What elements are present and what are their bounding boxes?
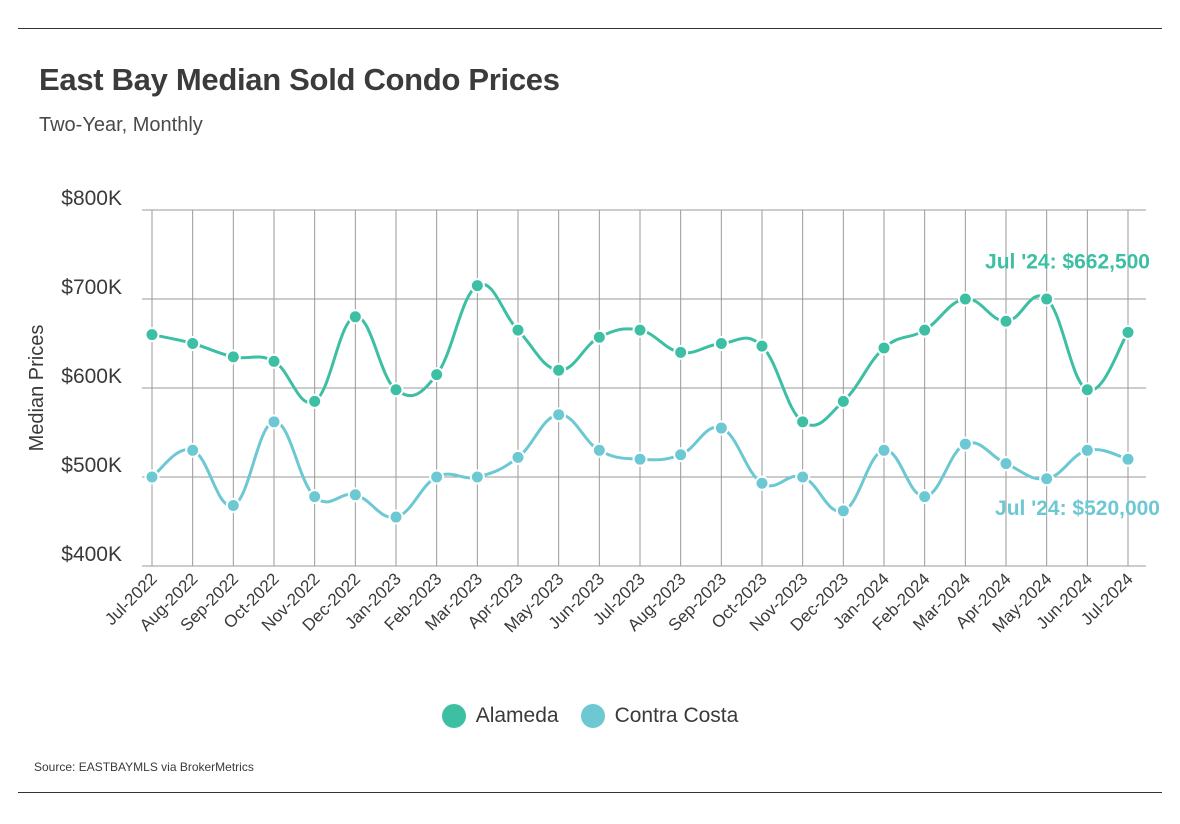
data-point-alameda[interactable]: [510, 322, 526, 338]
data-point-contra-costa[interactable]: [713, 420, 729, 436]
data-point-alameda[interactable]: [795, 414, 811, 430]
data-point-contra-costa[interactable]: [307, 489, 323, 505]
legend: Alameda Contra Costa: [0, 704, 1180, 728]
data-point-contra-costa[interactable]: [632, 451, 648, 467]
data-point-alameda[interactable]: [957, 291, 973, 307]
y-tick-label: $600K: [61, 365, 122, 388]
data-point-contra-costa[interactable]: [591, 442, 607, 458]
data-point-contra-costa[interactable]: [185, 442, 201, 458]
y-tick-label: $700K: [61, 276, 122, 299]
data-point-alameda[interactable]: [388, 382, 404, 398]
data-point-alameda[interactable]: [591, 329, 607, 345]
data-point-contra-costa[interactable]: [998, 456, 1014, 472]
data-point-contra-costa[interactable]: [835, 503, 851, 519]
data-point-contra-costa[interactable]: [469, 469, 485, 485]
data-point-contra-costa[interactable]: [673, 447, 689, 463]
data-point-alameda[interactable]: [307, 393, 323, 409]
bottom-rule: [18, 792, 1162, 793]
data-point-contra-costa[interactable]: [957, 436, 973, 452]
data-point-alameda[interactable]: [1120, 324, 1136, 340]
data-point-alameda[interactable]: [998, 313, 1014, 329]
data-point-contra-costa[interactable]: [795, 469, 811, 485]
y-tick-label: $500K: [61, 454, 122, 477]
data-point-alameda[interactable]: [185, 336, 201, 351]
data-point-alameda[interactable]: [429, 367, 445, 383]
data-point-contra-costa[interactable]: [510, 449, 526, 465]
data-point-contra-costa[interactable]: [1120, 451, 1136, 467]
data-point-contra-costa[interactable]: [347, 487, 363, 503]
data-point-alameda[interactable]: [225, 349, 241, 365]
data-point-contra-costa[interactable]: [144, 469, 160, 485]
chart-title: East Bay Median Sold Condo Prices: [39, 62, 560, 97]
data-point-alameda[interactable]: [469, 278, 485, 294]
chart-subtitle: Two-Year, Monthly: [39, 114, 203, 136]
legend-swatch-alameda: [441, 704, 466, 728]
data-point-alameda[interactable]: [632, 322, 648, 338]
y-axis-ticks: $400K $500K $600K $700K $800K: [61, 187, 122, 566]
data-point-contra-costa[interactable]: [1079, 442, 1095, 458]
data-point-alameda[interactable]: [754, 338, 770, 354]
data-point-contra-costa[interactable]: [266, 414, 282, 430]
legend-swatch-contra-costa: [580, 704, 605, 728]
data-point-alameda[interactable]: [713, 336, 729, 351]
data-point-contra-costa[interactable]: [551, 407, 567, 423]
annotation-contra-costa: Jul '24: $520,000: [995, 497, 1160, 520]
data-point-alameda[interactable]: [266, 353, 282, 369]
annotation-alameda: Jul '24: $662,500: [985, 250, 1150, 273]
data-point-contra-costa[interactable]: [1039, 471, 1055, 487]
data-point-alameda[interactable]: [917, 322, 933, 338]
legend-label-alameda: Alameda: [475, 704, 559, 727]
data-point-alameda[interactable]: [1039, 291, 1055, 307]
data-point-alameda[interactable]: [347, 309, 363, 325]
data-point-alameda[interactable]: [144, 327, 160, 343]
data-point-alameda[interactable]: [551, 362, 567, 378]
series: [144, 278, 1136, 525]
x-axis-ticks: Jul-2022Aug-2022Sep-2022Oct-2022Nov-2022…: [101, 569, 1137, 636]
legend-item-alameda[interactable]: Alameda: [441, 704, 559, 728]
data-point-contra-costa[interactable]: [876, 442, 892, 458]
annotations: Jul '24: $662,500 Jul '24: $520,000: [985, 250, 1160, 520]
data-point-contra-costa[interactable]: [754, 475, 770, 491]
grid: [142, 209, 1146, 567]
data-point-contra-costa[interactable]: [917, 489, 933, 505]
data-point-alameda[interactable]: [876, 340, 892, 356]
top-rule: [18, 28, 1162, 29]
data-point-alameda[interactable]: [673, 344, 689, 360]
data-point-contra-costa[interactable]: [429, 469, 445, 485]
data-point-contra-costa[interactable]: [225, 497, 241, 513]
y-tick-label: $800K: [61, 187, 122, 210]
source-note: Source: EASTBAYMLS via BrokerMetrics: [34, 760, 254, 774]
y-axis-label: Median Prices: [26, 325, 48, 452]
legend-item-contra-costa[interactable]: Contra Costa: [580, 704, 739, 728]
data-point-alameda[interactable]: [1079, 382, 1095, 398]
data-point-alameda[interactable]: [835, 393, 851, 409]
legend-label-contra-costa: Contra Costa: [614, 704, 739, 727]
data-point-contra-costa[interactable]: [388, 509, 404, 525]
y-tick-label: $400K: [61, 543, 122, 566]
line-chart: $400K $500K $600K $700K $800K Jul-2022Aug-20…: [26, 187, 1160, 636]
